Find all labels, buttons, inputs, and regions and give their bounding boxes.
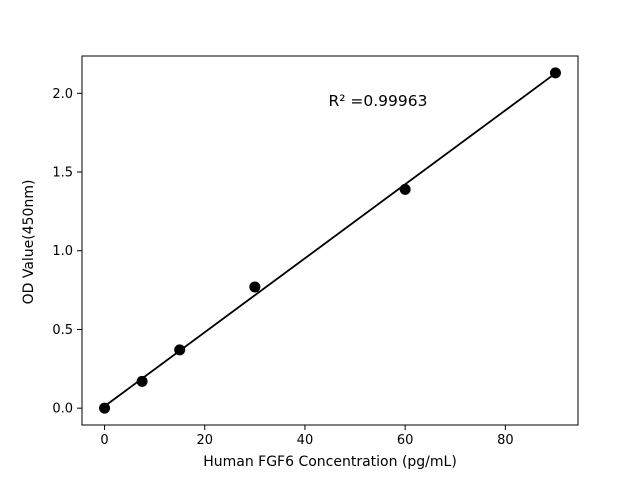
x-axis-label: Human FGF6 Concentration (pg/mL) xyxy=(203,454,457,470)
y-tick-label: 0.0 xyxy=(52,402,73,417)
x-tick-label: 0 xyxy=(100,433,108,448)
data-point xyxy=(136,375,148,387)
fit-line xyxy=(104,72,556,407)
x-tick-label: 80 xyxy=(497,433,514,448)
y-tick-label: 0.5 xyxy=(52,323,73,338)
plot-border xyxy=(81,55,579,426)
y-tick-label: 1.5 xyxy=(52,166,73,181)
r-squared-annotation: R² =0.99963 xyxy=(329,92,428,110)
x-tick-label: 60 xyxy=(397,433,414,448)
x-tick-label: 40 xyxy=(297,433,314,448)
data-point xyxy=(399,183,411,195)
data-point xyxy=(249,281,261,293)
y-tick-label: 2.0 xyxy=(52,87,73,102)
data-point xyxy=(549,67,561,79)
y-tick-label: 1.0 xyxy=(52,244,73,259)
y-axis-label: OD Value(450nm) xyxy=(21,180,37,305)
plot-area: 0 20 40 60 80 0.0 0.5 1.0 1.5 2.0 xyxy=(52,55,579,448)
data-point xyxy=(174,344,186,356)
x-tick-label: 20 xyxy=(196,433,213,448)
data-point xyxy=(99,402,111,414)
